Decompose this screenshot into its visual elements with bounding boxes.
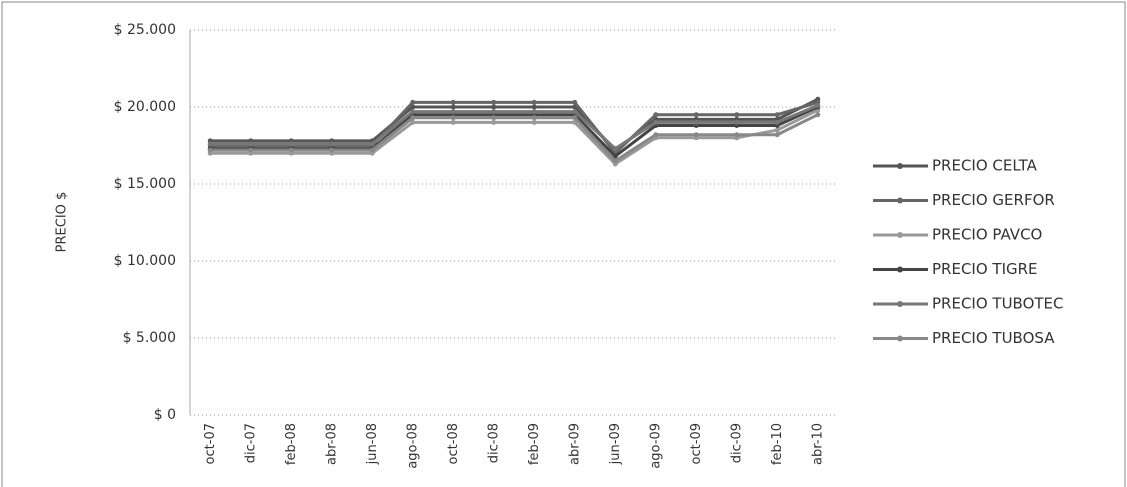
point [369, 147, 375, 153]
point [734, 112, 740, 118]
point [450, 99, 456, 105]
y-tick-label: $ 5.000 [123, 330, 176, 346]
x-tick-label: dic-07 [243, 423, 258, 463]
point [207, 141, 213, 147]
x-tick-label: dic-09 [729, 423, 744, 463]
point [450, 119, 456, 125]
point [491, 109, 497, 115]
point [531, 109, 537, 115]
x-tick-label: oct-07 [203, 423, 218, 464]
y-tick-label: $ 25.000 [114, 22, 176, 38]
legend-marker [897, 197, 903, 204]
point [774, 132, 780, 138]
y-tick-label: $ 10.000 [114, 253, 176, 269]
point [531, 115, 537, 121]
series-line [210, 97, 819, 153]
legend-label: PRECIO CELTA [932, 157, 1038, 175]
x-tick-label: feb-08 [284, 423, 299, 465]
series-line [210, 104, 819, 151]
y-tick-label: $ 20.000 [114, 99, 176, 115]
x-tick-label: ago-09 [648, 423, 663, 469]
y-tick-label: $ 15.000 [114, 176, 176, 192]
x-tick-label: ago-08 [405, 423, 420, 469]
x-tick-label: abr-09 [567, 423, 582, 465]
point [248, 141, 254, 147]
point [774, 119, 780, 125]
point [531, 104, 537, 110]
point [572, 115, 578, 121]
point [612, 146, 618, 152]
x-tick-label: feb-10 [770, 423, 785, 465]
legend-label: PRECIO GERFOR [932, 191, 1055, 209]
point [207, 147, 213, 153]
point [653, 132, 659, 138]
point [491, 99, 497, 105]
series-line [210, 100, 819, 156]
point [612, 158, 618, 164]
x-tick-label: oct-08 [446, 423, 461, 464]
point [693, 112, 699, 118]
series-line [210, 113, 819, 163]
x-tick-label: dic-08 [486, 423, 501, 463]
point [572, 99, 578, 105]
point [491, 115, 497, 121]
point [774, 112, 780, 118]
legend-label: PRECIO TUBOSA [932, 329, 1055, 347]
legend-marker [897, 163, 903, 169]
point [815, 102, 821, 108]
point [410, 99, 416, 105]
x-tick-label: jun-09 [608, 423, 623, 465]
x-tick-label: abr-08 [324, 423, 339, 465]
point [450, 104, 456, 110]
point [653, 119, 659, 125]
x-tick-label: jun-08 [365, 423, 380, 465]
legend-marker [897, 266, 903, 273]
point [531, 99, 537, 105]
y-tick-label: $ 0 [154, 407, 176, 423]
point [491, 119, 497, 125]
series-line [210, 108, 819, 166]
legend-marker [897, 301, 903, 307]
legend-marker [897, 232, 903, 238]
point [531, 119, 537, 125]
legend-label: PRECIO TUBOTEC [932, 295, 1064, 313]
point [693, 132, 699, 138]
point [491, 104, 497, 110]
point [288, 141, 294, 147]
point [288, 147, 294, 153]
point [815, 112, 821, 118]
point [410, 109, 416, 115]
point [248, 147, 254, 153]
point [450, 115, 456, 121]
y-axis-label: PRECIO $ [55, 192, 70, 253]
x-tick-label: oct-09 [689, 423, 704, 464]
point [734, 119, 740, 125]
point [329, 147, 335, 153]
legend-marker [897, 335, 903, 342]
series-line [210, 105, 819, 159]
x-tick-label: feb-09 [527, 423, 542, 465]
point [693, 119, 699, 125]
point [572, 109, 578, 115]
point [410, 115, 416, 121]
point [734, 132, 740, 138]
legend-label: PRECIO TIGRE [932, 260, 1038, 278]
point [369, 141, 375, 147]
legend-label: PRECIO PAVCO [932, 226, 1042, 244]
point [450, 109, 456, 115]
point [410, 119, 416, 125]
x-tick-label: abr-10 [810, 423, 825, 465]
point [653, 112, 659, 118]
point [329, 141, 335, 147]
point [774, 127, 780, 133]
